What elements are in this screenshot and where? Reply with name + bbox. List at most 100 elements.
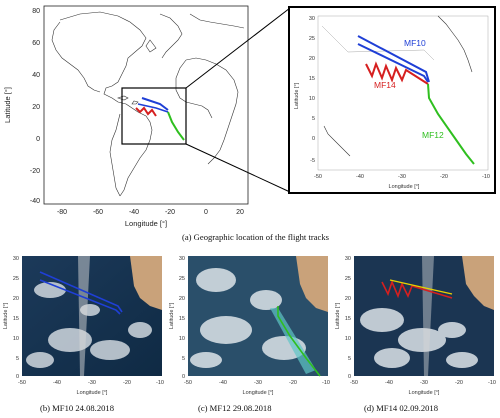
sat-xlabel: Longitude [°] bbox=[243, 390, 274, 396]
sat-ytick: 20 bbox=[345, 296, 351, 302]
sat-c-y-ticks: 30 25 20 15 10 5 0 bbox=[179, 256, 185, 380]
sat-c-x-ticks: -50 -40 -30 -20 -10 bbox=[184, 380, 330, 386]
world-ytick: 60 bbox=[32, 40, 40, 47]
sat-xtick: -30 bbox=[88, 380, 96, 386]
track-mf10b-small bbox=[137, 103, 169, 113]
world-xtick: -60 bbox=[93, 209, 103, 216]
inset-ylabel: Latitude [°] bbox=[294, 82, 300, 109]
inset-ytick: 20 bbox=[309, 56, 315, 62]
sat-xtick: -30 bbox=[420, 380, 428, 386]
track-mf14-sat bbox=[381, 279, 453, 299]
world-ytick: 80 bbox=[32, 8, 40, 15]
sat-d-x-ticks: -50 -40 -30 -20 -10 bbox=[350, 380, 496, 386]
sat-clouds bbox=[26, 282, 152, 368]
inset-ytick: 5 bbox=[312, 116, 315, 122]
sat-xtick: -10 bbox=[156, 380, 164, 386]
zoom-connectors bbox=[185, 7, 291, 193]
sat-ylabel: Latitude [°] bbox=[335, 302, 341, 329]
inset-xtick: -20 bbox=[440, 174, 448, 180]
inset-map: MF10 MF14 MF12 30 25 20 15 10 5 0 -5 -50… bbox=[288, 6, 496, 194]
sat-b-x-ticks: -50 -40 -30 -20 -10 bbox=[18, 380, 164, 386]
sat-panel-mf10: 30 25 20 15 10 5 0 -50 -40 -30 -20 -10 L… bbox=[3, 256, 164, 396]
world-xtick: 0 bbox=[204, 209, 208, 216]
connector-bottom bbox=[185, 143, 291, 193]
sat-panel-mf12: 30 25 20 15 10 5 0 -50 -40 -30 -20 -10 L… bbox=[169, 256, 330, 396]
track-mf14 bbox=[365, 61, 429, 85]
sat-ytick: 10 bbox=[13, 336, 19, 342]
caption-b: (b) MF10 24.08.2018 bbox=[40, 403, 115, 413]
sat-land bbox=[130, 256, 162, 310]
sat-xtick: -20 bbox=[455, 380, 463, 386]
sat-ytick: 5 bbox=[348, 356, 351, 362]
sat-ytick: 15 bbox=[179, 316, 185, 322]
track-mf14-sat-yellow bbox=[389, 279, 453, 295]
sat-xtick: -10 bbox=[488, 380, 496, 386]
sat-xtick: -40 bbox=[53, 380, 61, 386]
inset-ytick: 25 bbox=[309, 36, 315, 42]
sat-xtick: -40 bbox=[385, 380, 393, 386]
world-xtick: -40 bbox=[129, 209, 139, 216]
inset-xtick: -40 bbox=[356, 174, 364, 180]
label-mf12: MF12 bbox=[422, 130, 444, 140]
caption-a: (a) Geographic location of the flight tr… bbox=[182, 232, 329, 242]
sat-xtick: -30 bbox=[254, 380, 262, 386]
world-xtick: -80 bbox=[57, 209, 67, 216]
world-ytick: -20 bbox=[30, 168, 40, 175]
sat-b-y-ticks: 30 25 20 15 10 5 0 bbox=[13, 256, 19, 380]
sat-ytick: 20 bbox=[13, 296, 19, 302]
track-mf12-small bbox=[167, 111, 185, 141]
sat-ytick: 20 bbox=[179, 296, 185, 302]
world-ylabel: Latitude [°] bbox=[3, 87, 12, 123]
sat-d-y-ticks: 30 25 20 15 10 5 0 bbox=[345, 256, 351, 380]
sat-xtick: -20 bbox=[123, 380, 131, 386]
sat-ytick: 25 bbox=[345, 276, 351, 282]
inset-ytick: 10 bbox=[309, 96, 315, 102]
sat-ytick: 0 bbox=[182, 374, 185, 380]
sat-swath bbox=[78, 256, 90, 376]
connector-top bbox=[185, 7, 291, 89]
sat-ytick: 5 bbox=[182, 356, 185, 362]
world-xtick: -20 bbox=[165, 209, 175, 216]
sat-ytick: 15 bbox=[13, 316, 19, 322]
zoom-region-box bbox=[121, 87, 187, 145]
world-map: 80 60 40 20 0 -20 -40 -80 -60 -40 -20 0 … bbox=[3, 5, 249, 228]
inset-ytick: -5 bbox=[310, 158, 315, 164]
inset-x-ticks: -50 -40 -30 -20 -10 bbox=[314, 174, 490, 180]
sat-xtick: -50 bbox=[184, 380, 192, 386]
inset-ytick: 15 bbox=[309, 76, 315, 82]
sat-xtick: -20 bbox=[289, 380, 297, 386]
sat-land bbox=[462, 256, 494, 310]
world-ytick: -40 bbox=[30, 198, 40, 205]
sat-swath bbox=[422, 256, 434, 376]
inset-xlabel: Longitude [°] bbox=[389, 184, 420, 190]
inset-ytick: 30 bbox=[309, 16, 315, 22]
sat-ytick: 15 bbox=[345, 316, 351, 322]
world-ytick: 40 bbox=[32, 72, 40, 79]
sat-ytick: 0 bbox=[16, 374, 19, 380]
track-mf10-sat-return bbox=[39, 279, 121, 315]
inset-coast-sa bbox=[323, 125, 351, 157]
sat-xtick: -50 bbox=[18, 380, 26, 386]
caption-c: (c) MF12 29.08.2018 bbox=[198, 403, 272, 413]
world-xlabel: Longitude [°] bbox=[125, 219, 167, 228]
world-x-ticks: -80 -60 -40 -20 0 20 bbox=[57, 209, 244, 216]
sat-xtick: -50 bbox=[350, 380, 358, 386]
sat-ylabel: Latitude [°] bbox=[3, 302, 9, 329]
sat-ytick: 0 bbox=[348, 374, 351, 380]
track-mf14-small bbox=[135, 106, 157, 117]
sat-panel-mf14: 30 25 20 15 10 5 0 -50 -40 -30 -20 -10 L… bbox=[335, 256, 496, 396]
inset-plot-area bbox=[317, 15, 489, 171]
inset-coast-africa bbox=[437, 15, 473, 73]
sat-clouds bbox=[360, 308, 478, 368]
sat-ytick: 30 bbox=[13, 256, 19, 262]
track-mf12-sat bbox=[277, 306, 321, 377]
inset-xtick: -30 bbox=[398, 174, 406, 180]
track-mf12 bbox=[427, 83, 475, 165]
world-xtick: 20 bbox=[236, 209, 244, 216]
sat-xtick: -10 bbox=[322, 380, 330, 386]
world-ytick: 20 bbox=[32, 104, 40, 111]
world-ytick: 0 bbox=[36, 136, 40, 143]
inset-xtick: -50 bbox=[314, 174, 322, 180]
label-mf14: MF14 bbox=[374, 80, 396, 90]
sat-clouds bbox=[190, 268, 306, 368]
